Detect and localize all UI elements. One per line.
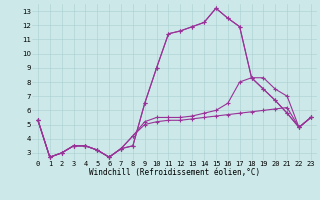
- X-axis label: Windchill (Refroidissement éolien,°C): Windchill (Refroidissement éolien,°C): [89, 168, 260, 177]
